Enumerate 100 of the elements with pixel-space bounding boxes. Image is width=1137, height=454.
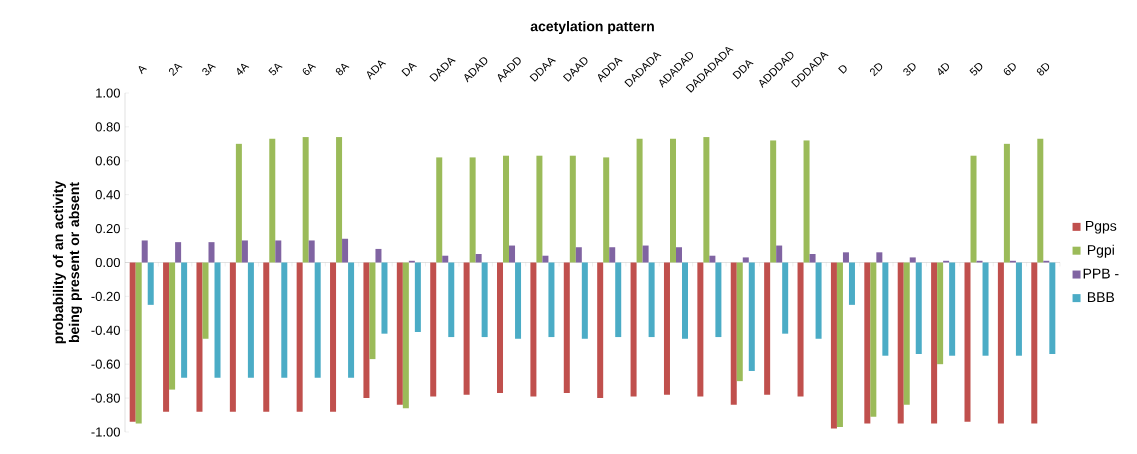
x-axis-title: acetylation pattern bbox=[530, 20, 654, 35]
bar bbox=[497, 262, 504, 393]
bar bbox=[503, 155, 510, 263]
bar bbox=[369, 262, 376, 360]
bar bbox=[903, 262, 910, 405]
bar bbox=[330, 262, 337, 412]
bar bbox=[342, 238, 349, 263]
bar bbox=[730, 262, 737, 405]
bar bbox=[675, 247, 682, 263]
bar bbox=[436, 157, 443, 263]
bar bbox=[296, 262, 303, 412]
bar bbox=[402, 262, 409, 409]
bar bbox=[214, 262, 221, 378]
bar bbox=[314, 262, 321, 378]
bar bbox=[636, 138, 643, 263]
y-tick-label: -1.00 bbox=[91, 427, 120, 437]
bar bbox=[970, 155, 977, 263]
bar bbox=[603, 157, 610, 263]
bar bbox=[797, 262, 804, 397]
legend-label: Pgps bbox=[1086, 221, 1117, 234]
bar bbox=[463, 262, 470, 395]
bar bbox=[469, 157, 476, 263]
bar bbox=[764, 262, 771, 395]
bar bbox=[515, 262, 522, 339]
y-tick-label: -0.40 bbox=[91, 325, 120, 335]
y-axis-title: probability of an activity being present or absent bbox=[52, 180, 82, 344]
bar bbox=[275, 240, 282, 263]
bar bbox=[575, 247, 582, 263]
bar bbox=[630, 262, 637, 397]
bar bbox=[830, 262, 837, 429]
bar bbox=[381, 262, 388, 334]
bar bbox=[815, 262, 822, 339]
bar bbox=[581, 262, 588, 339]
bar bbox=[235, 143, 242, 263]
y-tick-label: 0.00 bbox=[95, 257, 120, 268]
y-tick-label: -0.60 bbox=[91, 359, 120, 369]
y-tick-label: 0.20 bbox=[95, 223, 120, 234]
bar bbox=[263, 262, 270, 412]
bar bbox=[481, 262, 488, 338]
bar bbox=[937, 262, 944, 365]
bar bbox=[163, 262, 170, 412]
bar bbox=[336, 137, 343, 263]
bar bbox=[208, 242, 215, 263]
bar bbox=[548, 262, 555, 338]
bar bbox=[375, 248, 382, 263]
bar bbox=[697, 262, 704, 397]
bar bbox=[803, 140, 810, 263]
bar bbox=[202, 262, 209, 339]
bar bbox=[770, 140, 777, 263]
bar bbox=[135, 262, 142, 424]
bar bbox=[569, 155, 576, 263]
y-tick-label: 0.80 bbox=[95, 122, 120, 132]
bar bbox=[715, 262, 722, 338]
x-tick-label: 3A bbox=[202, 63, 216, 76]
y-tick-label: 0.40 bbox=[95, 190, 120, 200]
x-tick-label: D bbox=[838, 65, 847, 74]
y-tick-label: -0.20 bbox=[91, 291, 120, 301]
bar bbox=[129, 262, 136, 422]
bar bbox=[169, 262, 176, 390]
bar bbox=[396, 262, 403, 405]
bar bbox=[430, 262, 437, 397]
bar bbox=[669, 138, 676, 263]
legend-label: Pgpi bbox=[1087, 244, 1114, 258]
bar bbox=[475, 254, 482, 263]
bar bbox=[1031, 262, 1038, 424]
bar bbox=[247, 262, 254, 378]
bar bbox=[196, 262, 203, 412]
bar bbox=[609, 247, 616, 263]
y-tick-label: -0.80 bbox=[91, 393, 120, 403]
bar bbox=[782, 262, 789, 334]
bar bbox=[997, 262, 1004, 424]
bar bbox=[269, 138, 276, 263]
bar bbox=[1049, 262, 1056, 355]
bar bbox=[615, 262, 622, 338]
bar bbox=[509, 245, 516, 263]
y-tick-label: 0.60 bbox=[95, 156, 120, 166]
bar bbox=[642, 245, 649, 263]
bar bbox=[870, 262, 877, 417]
bar bbox=[848, 262, 855, 305]
bar bbox=[308, 240, 315, 263]
bar bbox=[530, 262, 537, 397]
bar bbox=[663, 262, 670, 395]
x-tick-label: 2A bbox=[168, 63, 183, 77]
bar bbox=[864, 262, 871, 424]
bar bbox=[597, 262, 604, 399]
bar bbox=[949, 262, 956, 356]
bar bbox=[876, 252, 883, 263]
bar bbox=[175, 242, 182, 263]
x-tick-label: 8D bbox=[1036, 63, 1050, 76]
bar bbox=[703, 137, 710, 263]
bar bbox=[682, 262, 689, 339]
bar bbox=[897, 262, 904, 424]
legend-label: PPB - bbox=[1083, 268, 1119, 279]
bar bbox=[736, 262, 743, 382]
x-tick-label: 8A bbox=[335, 63, 350, 76]
bar bbox=[836, 262, 843, 427]
bar bbox=[842, 252, 849, 263]
legend-label: BBB bbox=[1087, 292, 1115, 302]
bar bbox=[241, 240, 248, 263]
x-tick-label: DA bbox=[401, 63, 417, 77]
